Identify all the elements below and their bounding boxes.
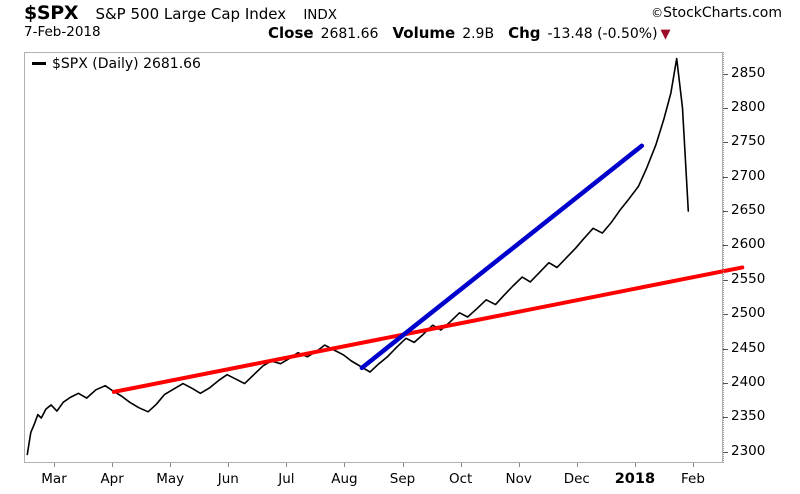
y-axis-tick (723, 142, 728, 144)
y-axis-tick (723, 245, 728, 247)
volume-value: 2.9B (462, 26, 495, 42)
chg-value: -13.48 (-0.50%) (547, 26, 658, 42)
y-axis-tick (723, 348, 728, 350)
x-axis-tick (112, 463, 114, 467)
y-axis-label: 2400 (731, 373, 766, 390)
plot-frame (24, 52, 723, 463)
x-axis-tick (460, 463, 462, 467)
close-label: Close (268, 24, 314, 42)
symbol-ticker: $SPX (24, 2, 79, 24)
x-axis-tick (518, 463, 520, 467)
x-axis-tick (286, 463, 288, 467)
symbol-row: $SPX S&P 500 Large Cap Index INDX (24, 2, 337, 24)
y-axis-label: 2800 (731, 98, 766, 115)
x-axis-label: Feb (681, 471, 705, 487)
y-axis-label: 2350 (731, 408, 766, 425)
x-axis-tick (344, 463, 346, 467)
y-axis-label: 2300 (731, 442, 766, 459)
y-axis-label: 2500 (731, 305, 766, 322)
x-axis-label: 2018 (614, 471, 656, 487)
y-axis-label: 2850 (731, 64, 766, 81)
symbol-name: S&P 500 Large Cap Index (95, 5, 287, 23)
x-axis-label: Jun (217, 471, 239, 487)
x-axis-tick (170, 463, 172, 467)
stockcharts-brand: ©StockCharts.com (651, 5, 782, 21)
y-axis-tick (723, 107, 728, 109)
close-value: 2681.66 (320, 26, 379, 42)
y-axis-tick (723, 314, 728, 316)
y-axis-label: 2550 (731, 270, 766, 287)
y-axis-label: 2600 (731, 236, 766, 253)
symbol-exchange: INDX (303, 7, 338, 23)
brand-text: StockCharts.com (663, 5, 782, 21)
volume-label: Volume (392, 24, 456, 42)
chg-label: Chg (508, 24, 541, 42)
x-axis-label: Dec (563, 471, 590, 487)
quote-date: 7-Feb-2018 (24, 24, 101, 40)
y-axis: 2300 2350 2400 2450 2500 2550 2600 2650 2700 2750… (723, 46, 800, 494)
quote-row: 7-Feb-2018 Close 2681.66 Volume 2.9B Chg -13.… (24, 24, 784, 44)
y-axis-tick (723, 451, 728, 453)
chg-down-arrow-icon: ▼ (660, 27, 671, 42)
y-axis-label: 2650 (731, 202, 766, 219)
y-axis-tick (723, 73, 728, 75)
y-axis-tick (723, 279, 728, 281)
x-axis-label: Sep (389, 471, 416, 487)
y-axis-label: 2750 (731, 133, 766, 150)
chart-legend: $SPX (Daily) 2681.66 (32, 56, 201, 72)
x-axis-tick (692, 463, 694, 467)
y-axis-tick (723, 417, 728, 419)
x-axis-label: Oct (448, 471, 473, 487)
y-axis-line (723, 52, 724, 463)
x-axis-tick (54, 463, 56, 467)
x-axis: Mar Apr May Jun Jul Aug Sep Oct Nov Dec 2018 Feb (0, 463, 800, 494)
y-axis-tick (723, 211, 728, 213)
x-axis-label: Nov (505, 471, 532, 487)
y-axis-label: 2700 (731, 167, 766, 184)
y-axis-label: 2450 (731, 339, 766, 356)
quote-stats: Close 2681.66 Volume 2.9B Chg -13.48 (-0.50%)… (268, 24, 671, 42)
x-axis-label: Jul (278, 471, 295, 487)
legend-line-swatch (32, 61, 46, 65)
x-axis-label: Mar (41, 471, 67, 487)
legend-label: $SPX (Daily) 2681.66 (52, 56, 201, 72)
x-axis-tick (634, 463, 636, 467)
chart-canvas: $SPX (Daily) 2681.66 2300 2350 2400 2450 250… (0, 46, 800, 494)
x-axis-tick (228, 463, 230, 467)
x-axis-tick (576, 463, 578, 467)
copyright-icon: © (651, 6, 664, 20)
y-axis-tick (723, 176, 728, 178)
y-axis-tick (723, 382, 728, 384)
x-axis-label: Apr (100, 471, 124, 487)
chart-header: $SPX S&P 500 Large Cap Index INDX ©Stock… (0, 0, 800, 46)
x-axis-tick (402, 463, 404, 467)
x-axis-label: Aug (331, 471, 358, 487)
x-axis-label: May (156, 471, 185, 487)
